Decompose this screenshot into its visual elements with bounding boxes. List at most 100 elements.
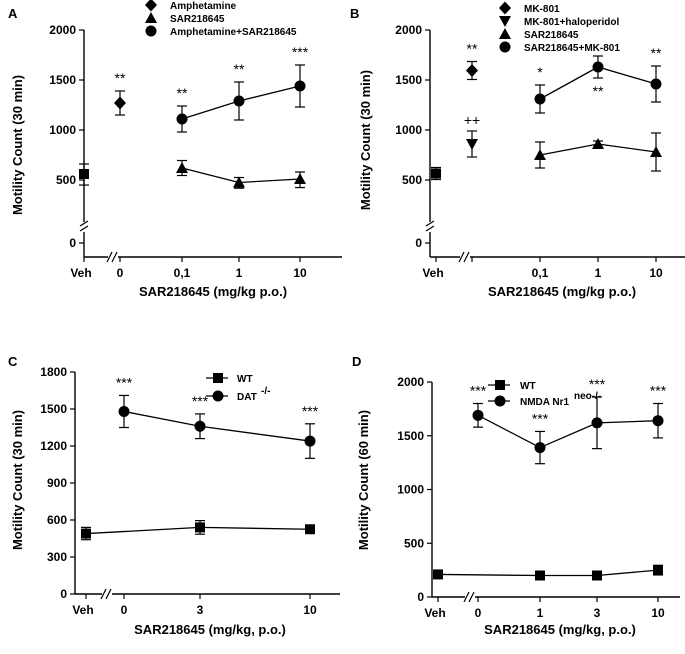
legend-label: SAR218645+MK-801 (524, 43, 620, 54)
legend-marker (145, 12, 157, 23)
data-point (118, 405, 130, 417)
data-point (233, 95, 245, 107)
y-axis-title: Motility Count (30 min) (10, 410, 25, 550)
significance-label: *** (302, 403, 319, 419)
data-point (534, 149, 546, 160)
x-axis-title: SAR218645 (mg/kg, p.o.) (484, 622, 636, 637)
legend-marker (145, 0, 157, 12)
data-point (176, 113, 188, 125)
y-tick-label: 1500 (40, 402, 67, 416)
series-mk-801: ** (466, 41, 478, 81)
legend-label: NMDA Nr1 (520, 397, 570, 408)
significance-label: * (537, 64, 543, 80)
legend-label: SAR218645 (524, 30, 579, 41)
data-point (305, 524, 315, 535)
y-tick-label: 2000 (395, 23, 422, 37)
x-tick-label: 10 (303, 603, 317, 617)
significance-label: *** (192, 393, 209, 409)
data-point (591, 417, 603, 429)
y-axis-title: Motility Count (30 min) (358, 70, 373, 210)
data-point (534, 442, 546, 454)
x-tick-label: 1 (595, 266, 602, 280)
legend-label: MK-801+haloperidol (524, 17, 620, 28)
series-line (477, 414, 659, 449)
x-axis-break (468, 591, 475, 603)
significance-label: *** (116, 374, 133, 390)
legend-marker (213, 373, 223, 383)
x-axis-title: SAR218645 (mg/kg p.o.) (139, 284, 287, 299)
data-point (294, 80, 306, 92)
y-axis-title: Motility Count (30 min) (10, 75, 25, 215)
data-point (433, 569, 443, 580)
series-sar218645-mk-801: ***** (534, 45, 662, 114)
significance-label: ** (467, 41, 478, 57)
x-tick-label: Veh (70, 266, 91, 280)
x-tick-label: 0 (475, 606, 482, 620)
data-point (534, 93, 546, 105)
data-point (650, 78, 662, 90)
panel-a: A 0 500 1000 1500 2000 Veh 0 0,1 1 10 Motility Coun… (8, 0, 342, 299)
y-tick-label: 1500 (395, 73, 422, 87)
legend-label: SAR218645 (170, 14, 225, 25)
legend-marker (494, 395, 506, 407)
x-axis-break (106, 251, 113, 263)
panel-letter: B (350, 6, 359, 21)
legend-label: WT (520, 381, 536, 392)
data-point (194, 420, 206, 432)
series-vehicle (431, 166, 441, 181)
y-tick-label: 1000 (49, 123, 76, 137)
y-tick-label: 1200 (40, 439, 67, 453)
series-wt (433, 564, 663, 581)
x-tick-label: 0,1 (174, 266, 191, 280)
y-axis-break-gap (425, 222, 435, 232)
x-tick-label: 3 (594, 606, 601, 620)
x-axis-title: SAR218645 (mg/kg p.o.) (488, 284, 636, 299)
data-point (535, 570, 545, 581)
y-axis-break (79, 220, 89, 227)
y-axis-break-gap (79, 222, 89, 232)
legend-label: Amphetamine (170, 1, 237, 12)
data-point (653, 565, 663, 576)
series-dat-: *** *** *** (116, 374, 319, 459)
data-point (81, 528, 91, 539)
x-tick-label: 1 (236, 266, 243, 280)
y-tick-label: 900 (47, 476, 67, 490)
x-tick-label: 0 (117, 266, 124, 280)
significance-label: *** (532, 410, 549, 426)
significance-label: *** (470, 383, 487, 399)
x-axis-break (111, 251, 118, 263)
data-point (466, 139, 478, 150)
legend: WT NMDA Nr1 neo-/- (488, 380, 601, 408)
significance-label: ** (177, 85, 188, 101)
x-tick-label: 0,1 (532, 266, 549, 280)
x-tick-label: 0 (121, 603, 128, 617)
data-point (592, 61, 604, 73)
data-point (176, 162, 188, 173)
y-tick-label: 500 (402, 173, 422, 187)
significance-label: ** (593, 83, 604, 99)
legend-marker (499, 1, 511, 15)
legend-label: Amphetamine+SAR218645 (170, 27, 297, 38)
series-nmda-nr1neo-: *** *** *** *** (470, 376, 667, 465)
x-axis-break (100, 588, 107, 600)
y-tick-label: 2000 (49, 23, 76, 37)
panel-letter: D (352, 354, 361, 369)
legend-label: DAT (237, 392, 257, 403)
series-line (123, 410, 311, 442)
y-tick-label: 600 (47, 513, 67, 527)
y-tick-label: 0 (417, 590, 424, 604)
series-amphetamine: ** (114, 70, 126, 116)
legend-marker (145, 25, 157, 37)
x-axis-break (458, 251, 465, 263)
x-tick-label: 10 (649, 266, 663, 280)
data-point (304, 435, 316, 447)
y-tick-label: 1000 (397, 483, 424, 497)
panel-b: B 0 500 1000 1500 2000 Veh 0,1 1 10 Motility Count… (350, 1, 685, 299)
series-amphetamine-sar218645: ******* (176, 44, 309, 133)
panel-letter: A (8, 6, 18, 21)
significance-label: *** (589, 376, 606, 392)
data-point (650, 146, 662, 157)
x-tick-label: 3 (197, 603, 204, 617)
y-tick-label: 1000 (395, 123, 422, 137)
data-point (79, 169, 89, 179)
